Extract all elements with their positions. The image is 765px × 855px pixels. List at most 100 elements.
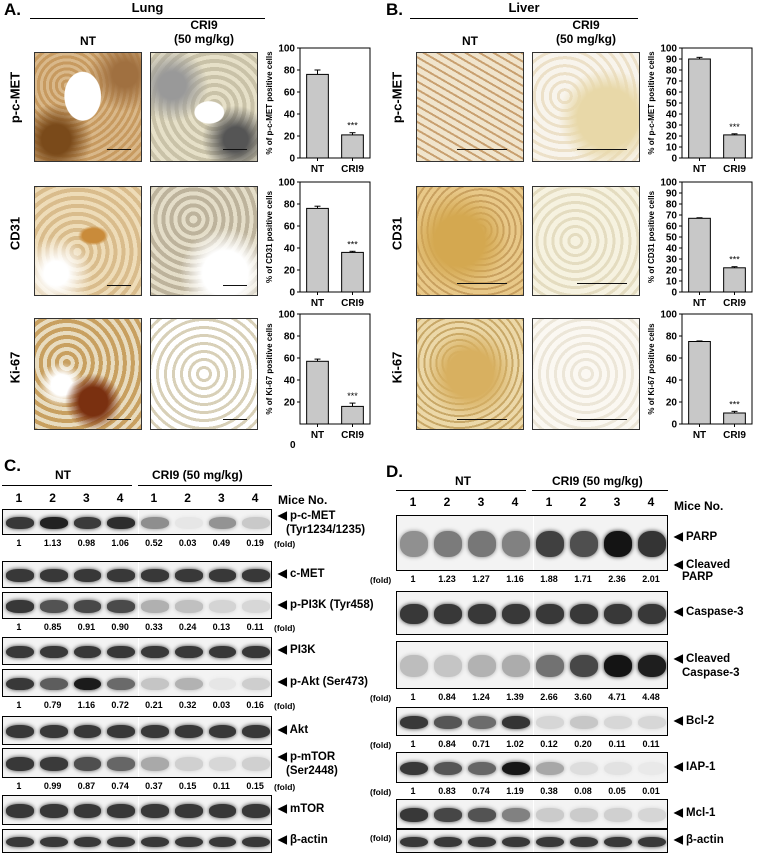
lane-number: 4 bbox=[251, 491, 259, 505]
fold-tag: (fold) bbox=[274, 701, 296, 711]
blot-band bbox=[141, 517, 169, 529]
fold-tag: (fold) bbox=[274, 623, 296, 633]
y-tick-label: 50 bbox=[666, 99, 678, 110]
bar-nt bbox=[688, 217, 711, 293]
blot-band bbox=[400, 808, 428, 822]
y-tick-label: 60 bbox=[666, 354, 678, 365]
blot-band bbox=[39, 677, 68, 691]
y-tick-label: 20 bbox=[284, 398, 296, 409]
blot-band bbox=[400, 604, 428, 624]
y-tick-label: 30 bbox=[666, 255, 678, 266]
significance-label: *** bbox=[347, 239, 358, 249]
blot-4 bbox=[396, 752, 668, 783]
blot-band bbox=[400, 836, 428, 848]
blot-band bbox=[570, 761, 598, 776]
x-tick-label: CRI9 bbox=[341, 298, 364, 309]
liver-pcmet-chart-svg: % of p-c-MET positive cells 0102030405060… bbox=[647, 44, 753, 175]
plot-frame bbox=[681, 313, 753, 425]
blot-band bbox=[434, 531, 462, 557]
bar-cri9 bbox=[341, 405, 364, 425]
blot-band bbox=[604, 655, 632, 677]
y-tick-label: 20 bbox=[284, 266, 296, 277]
panel-b-col-cri9-line2: (50 mg/kg) bbox=[555, 32, 616, 46]
fold-value: 0.52 bbox=[145, 538, 163, 548]
significance-label: *** bbox=[347, 391, 358, 401]
blot-band bbox=[502, 531, 530, 557]
group-divider bbox=[533, 830, 534, 852]
y-tick-label: 60 bbox=[284, 222, 296, 233]
y-tick-label: 40 bbox=[666, 376, 678, 387]
fold-value: 1.39 bbox=[506, 692, 524, 702]
fold-tag: (fold) bbox=[370, 787, 392, 797]
y-tick-label: 40 bbox=[666, 244, 678, 255]
y-axis-label: % of p-c-MET positive cells bbox=[647, 51, 656, 155]
y-tick-label: 80 bbox=[666, 332, 678, 343]
blot-band bbox=[638, 808, 666, 822]
x-tick-label: NT bbox=[311, 430, 324, 441]
group-divider bbox=[533, 708, 534, 735]
lung-pcmet-chart: % of p-c-MET positive cells 0 20 40 60 80 100 N… bbox=[262, 40, 382, 180]
blot-band bbox=[6, 677, 34, 691]
scale-bar bbox=[577, 419, 627, 420]
panel-d-group-cri9: CRI9 (50 mg/kg) bbox=[552, 474, 643, 488]
liver-cri9-ki67-micrograph bbox=[532, 318, 640, 430]
y-tick-label: 60 bbox=[666, 88, 678, 99]
blot-band bbox=[73, 677, 102, 691]
y-tick-label: 100 bbox=[660, 44, 677, 55]
blot-band bbox=[604, 531, 632, 557]
lane-number: 4 bbox=[511, 495, 519, 509]
bar-nt bbox=[688, 58, 711, 159]
x-tick-label: CRI9 bbox=[723, 430, 746, 441]
fold-value: 1 bbox=[16, 538, 22, 548]
fold-value: 0.37 bbox=[145, 781, 163, 791]
blot-band bbox=[174, 757, 203, 771]
blot-band bbox=[6, 645, 34, 659]
blot-band bbox=[468, 715, 496, 730]
fold-value: 1 bbox=[410, 574, 416, 584]
fold-value: 1.88 bbox=[540, 574, 558, 584]
blot-band bbox=[208, 757, 237, 771]
blot-band bbox=[141, 757, 169, 771]
panel-d-cri9-underline bbox=[532, 490, 668, 491]
panel-a-row-label-cd31: CD31 bbox=[7, 216, 23, 251]
blot-label-line3: PARP bbox=[682, 571, 714, 583]
blot-label: ◀ p-c-MET bbox=[278, 510, 336, 522]
blot-band bbox=[73, 517, 102, 529]
y-tick-label: 80 bbox=[284, 332, 296, 343]
y-tick-label: 90 bbox=[666, 55, 678, 66]
scale-bar bbox=[223, 419, 247, 420]
fold-value: 0.11 bbox=[608, 739, 626, 749]
panel-b-letter: B. bbox=[386, 0, 403, 19]
y-axis-label: % of CD31 positive cells bbox=[647, 190, 656, 283]
y-tick-label: 80 bbox=[284, 66, 296, 77]
group-divider bbox=[138, 717, 139, 744]
panel-c-nt-underline bbox=[2, 485, 132, 486]
blot-band bbox=[141, 600, 169, 613]
x-tick-label: NT bbox=[311, 164, 324, 175]
blot-band bbox=[141, 677, 169, 691]
fold-value: 1.16 bbox=[506, 574, 524, 584]
y-tick-label: 70 bbox=[666, 77, 678, 88]
scale-bar bbox=[577, 149, 627, 150]
fold-value: 0.72 bbox=[111, 700, 129, 710]
fold-value: 0.74 bbox=[472, 786, 490, 796]
blot-band bbox=[638, 604, 666, 624]
fold-value: 1 bbox=[410, 786, 416, 796]
fold-value: 1 bbox=[16, 700, 22, 710]
x-tick-label: CRI9 bbox=[341, 430, 364, 441]
blot-band bbox=[73, 600, 102, 613]
blot-band bbox=[6, 569, 34, 582]
fold-value: 0.16 bbox=[246, 700, 264, 710]
lung-cri9-cd31-micrograph bbox=[150, 186, 258, 296]
blot-band bbox=[638, 715, 666, 730]
lane-number: 1 bbox=[545, 495, 553, 509]
blot-band bbox=[6, 804, 34, 818]
blot-band bbox=[434, 761, 462, 776]
blot-band bbox=[6, 600, 34, 613]
fold-value: 1.23 bbox=[438, 574, 456, 584]
panel-b-row-label-ki67: Ki-67 bbox=[389, 351, 405, 384]
fold-value: 1.24 bbox=[472, 692, 490, 702]
bar-nt bbox=[306, 73, 329, 159]
blot-band bbox=[39, 517, 68, 529]
blot-band bbox=[39, 645, 68, 659]
